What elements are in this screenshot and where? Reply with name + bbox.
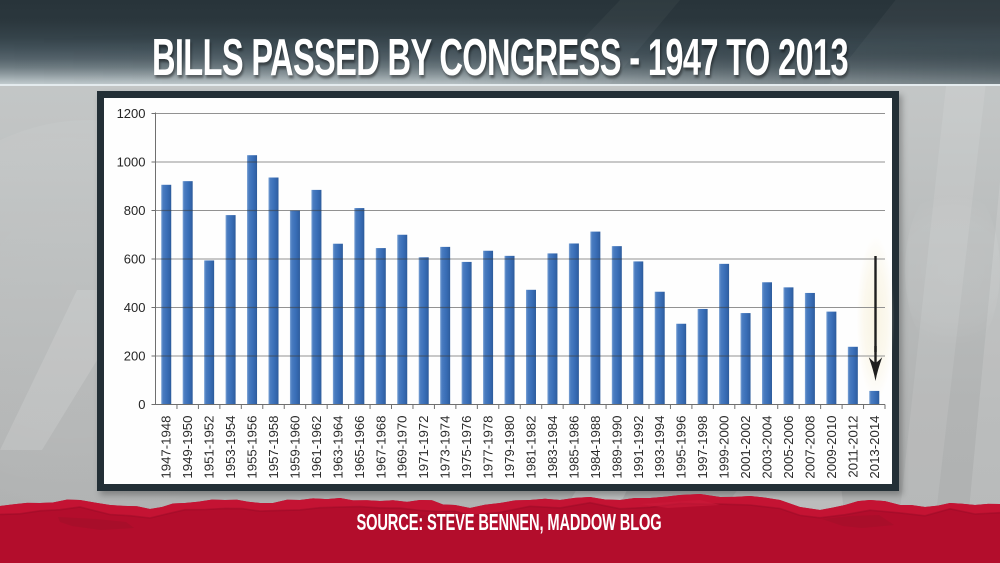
svg-text:2013-2014: 2013-2014	[867, 416, 882, 479]
svg-text:2011-2012: 2011-2012	[845, 416, 860, 478]
svg-text:1981-1982: 1981-1982	[523, 416, 538, 479]
svg-text:1983-1984: 1983-1984	[545, 416, 560, 479]
svg-text:1000: 1000	[117, 155, 146, 170]
svg-text:1955-1956: 1955-1956	[245, 416, 260, 479]
svg-text:2003-2004: 2003-2004	[759, 416, 774, 479]
svg-text:1973-1974: 1973-1974	[438, 416, 453, 479]
svg-text:1947-1948: 1947-1948	[159, 416, 174, 479]
svg-text:1200: 1200	[117, 106, 146, 121]
svg-text:1993-1994: 1993-1994	[652, 416, 667, 479]
svg-text:1991-1992: 1991-1992	[631, 416, 646, 479]
svg-text:2007-2008: 2007-2008	[802, 416, 817, 479]
svg-text:1969-1970: 1969-1970	[395, 416, 410, 479]
svg-text:1975-1976: 1975-1976	[459, 416, 474, 479]
svg-text:0: 0	[138, 397, 145, 412]
svg-text:1979-1980: 1979-1980	[502, 416, 517, 479]
svg-text:600: 600	[124, 252, 146, 267]
svg-text:800: 800	[124, 203, 146, 218]
svg-text:1953-1954: 1953-1954	[223, 416, 238, 479]
svg-text:1997-1998: 1997-1998	[695, 416, 710, 479]
svg-text:1995-1996: 1995-1996	[674, 416, 689, 479]
svg-text:1965-1966: 1965-1966	[352, 416, 367, 479]
svg-text:1985-1986: 1985-1986	[566, 416, 581, 479]
svg-text:200: 200	[124, 349, 146, 364]
svg-text:1984-1988: 1984-1988	[588, 416, 603, 479]
svg-text:1977-1978: 1977-1978	[481, 416, 496, 479]
svg-text:1999-2000: 1999-2000	[717, 416, 732, 479]
svg-text:1971-1972: 1971-1972	[416, 416, 431, 479]
svg-text:1951-1952: 1951-1952	[202, 416, 217, 479]
svg-text:1949-1950: 1949-1950	[180, 416, 195, 479]
svg-text:2009-2010: 2009-2010	[824, 416, 839, 479]
svg-text:2001-2002: 2001-2002	[738, 416, 753, 479]
svg-text:1961-1962: 1961-1962	[309, 416, 324, 479]
svg-text:1959-1960: 1959-1960	[287, 416, 302, 479]
svg-text:400: 400	[124, 300, 146, 315]
svg-text:1957-1958: 1957-1958	[266, 416, 281, 479]
svg-text:1967-1968: 1967-1968	[373, 416, 388, 479]
svg-text:2005-2006: 2005-2006	[781, 416, 796, 479]
svg-text:1989-1990: 1989-1990	[609, 416, 624, 479]
svg-text:1963-1964: 1963-1964	[330, 416, 345, 479]
